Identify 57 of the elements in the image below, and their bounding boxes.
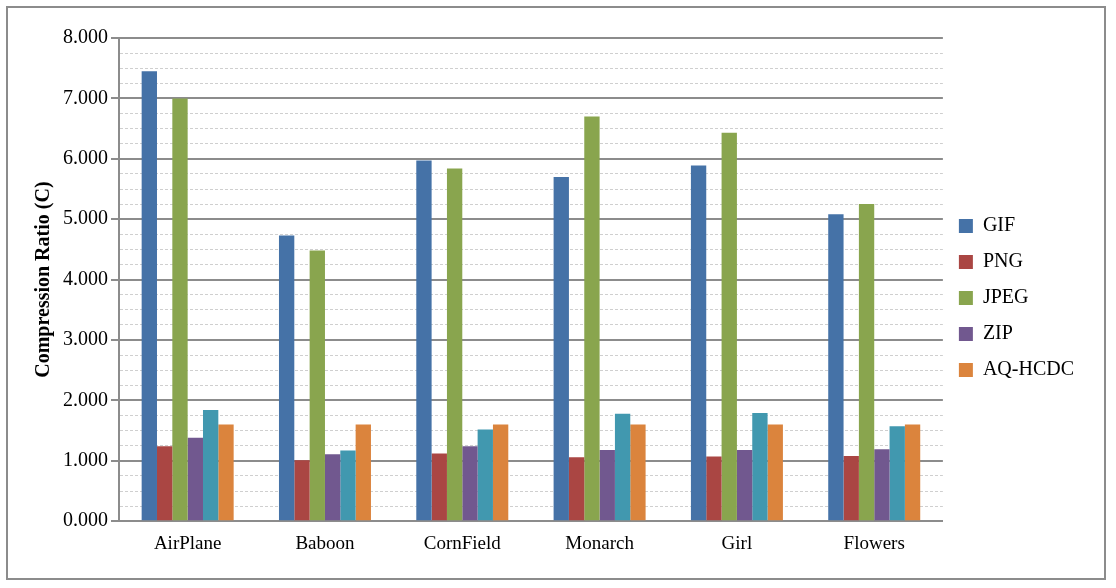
bar — [156, 446, 173, 521]
bar — [477, 429, 493, 521]
legend-label: ZIP — [982, 321, 1013, 344]
bar — [767, 424, 783, 521]
y-tick-label: 5.000 — [63, 206, 108, 229]
bar — [690, 165, 707, 521]
legend-label: AQ-HCDC — [982, 357, 1075, 380]
bar — [721, 132, 737, 521]
bar — [172, 98, 188, 521]
bar — [278, 235, 295, 521]
y-tick-label: 4.000 — [63, 266, 108, 289]
x-tick-label: Monarch — [565, 531, 635, 553]
bar — [584, 116, 600, 521]
bar — [340, 450, 356, 521]
bar — [614, 413, 631, 521]
y-tick-label: 6.000 — [63, 146, 108, 169]
bar — [431, 453, 447, 521]
bar — [218, 424, 234, 521]
bar — [568, 457, 585, 521]
x-tick-label: AirPlane — [153, 531, 222, 553]
bar — [858, 204, 875, 521]
legend-label: GIF — [982, 213, 1016, 236]
bar — [889, 426, 905, 521]
bar — [309, 250, 325, 521]
x-tick-label: Girl — [721, 531, 753, 553]
bar — [187, 437, 203, 521]
x-tick-label: Baboon — [295, 531, 356, 553]
legend-label: JPEG — [982, 285, 1029, 308]
y-tick-label: 1.000 — [63, 448, 108, 471]
bar — [630, 424, 646, 521]
x-tick-label: Flowers — [843, 531, 905, 553]
bar — [843, 455, 859, 521]
bar — [462, 446, 478, 521]
x-tick-label: CornField — [423, 531, 502, 553]
bar — [706, 456, 722, 521]
y-tick-label: 7.000 — [63, 85, 108, 108]
bar — [828, 214, 844, 521]
y-axis-title: Compression Ratio (C) — [31, 181, 55, 378]
bar — [752, 413, 768, 521]
bar — [874, 449, 890, 521]
bar — [599, 449, 615, 521]
y-tick-label: 0.000 — [63, 508, 108, 531]
bar — [553, 176, 569, 521]
bar — [324, 454, 341, 521]
bar — [141, 71, 157, 521]
y-tick-label: 8.000 — [63, 25, 108, 48]
bar — [294, 460, 310, 521]
bar — [202, 410, 219, 521]
bar — [416, 160, 432, 521]
legend-label: PNG — [982, 249, 1023, 272]
bar — [355, 424, 371, 521]
y-tick-label: 3.000 — [63, 327, 108, 350]
bar — [446, 168, 463, 521]
bar — [736, 449, 753, 521]
y-tick-label: 2.000 — [63, 387, 108, 410]
bar — [492, 424, 509, 521]
bar — [904, 424, 921, 521]
